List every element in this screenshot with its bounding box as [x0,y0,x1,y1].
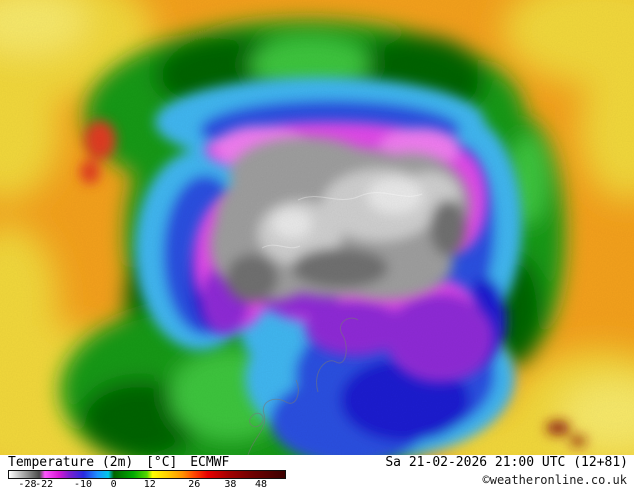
coastline-scandinavia [316,317,359,393]
colorbar-tick: 38 [224,479,237,490]
colorbar-tick: 48 [254,479,267,490]
coastline-europe [247,379,299,455]
footer-title-row: Temperature (2m) [°C] ECMWF Sa 21-02-202… [0,455,634,470]
coastline-greenland [261,244,301,249]
map-coastlines [247,192,423,455]
map-title-group: Temperature (2m) [°C] ECMWF [8,456,234,470]
coastline-britain [249,412,264,428]
map-model: ECMWF [190,455,230,470]
colorbar-gradient [8,470,286,479]
footer: Temperature (2m) [°C] ECMWF Sa 21-02-202… [0,455,634,490]
colorbar-tick: -10 [74,479,93,490]
map-unit: [°C] [146,455,178,470]
colorbar-tick: 0 [110,479,117,490]
temperature-map [0,0,634,455]
colorbar-tick: 12 [143,479,156,490]
map-datetime: Sa 21-02-2026 21:00 UTC (12+81) [385,455,628,470]
copyright: ©weatheronline.co.uk [482,473,628,487]
colorbar-tick: 26 [188,479,201,490]
colorbar-ticks: -28 -22 -10 0 12 26 38 48 [8,480,286,490]
map-title: Temperature (2m) [8,455,134,470]
coastline-arctic [297,192,423,201]
colorbar-tick: -22 [35,479,54,490]
colorbar-tick: -28 [18,479,37,490]
